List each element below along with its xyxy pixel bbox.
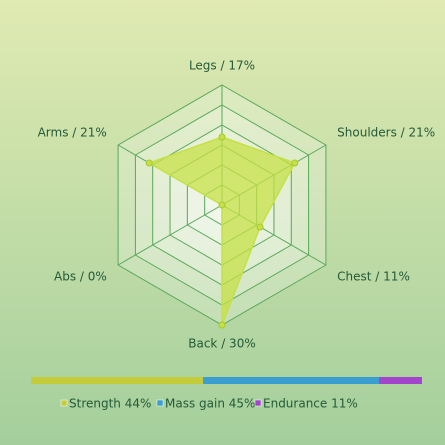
data-point [256, 223, 264, 231]
data-point [218, 321, 226, 329]
axis-label: Legs / 17% [189, 59, 255, 73]
axis-label: Abs / 0% [54, 270, 107, 284]
legend-item: Strength 44% [60, 397, 151, 411]
axis-label: Arms / 21% [38, 126, 107, 140]
legend-label: Mass gain 45% [165, 397, 255, 411]
bar-segment [31, 377, 204, 384]
data-point [291, 159, 299, 167]
bar-segment [203, 377, 379, 384]
legend-swatch [156, 399, 164, 407]
legend-item: Mass gain 45% [156, 397, 255, 411]
legend-label: Strength 44% [69, 397, 151, 411]
legend-swatch [60, 399, 68, 407]
data-point [218, 201, 226, 209]
axis-label: Chest / 11% [337, 270, 410, 284]
legend-label: Endurance 11% [263, 397, 358, 411]
legend-item: Endurance 11% [254, 397, 358, 411]
data-point [218, 133, 226, 141]
axis-label: Back / 30% [188, 337, 255, 351]
grid-spoke [117, 204, 223, 266]
legend-swatch [254, 399, 262, 407]
bar-segment [378, 377, 422, 384]
data-point [145, 159, 153, 167]
axis-label: Shoulders / 21% [337, 126, 435, 140]
